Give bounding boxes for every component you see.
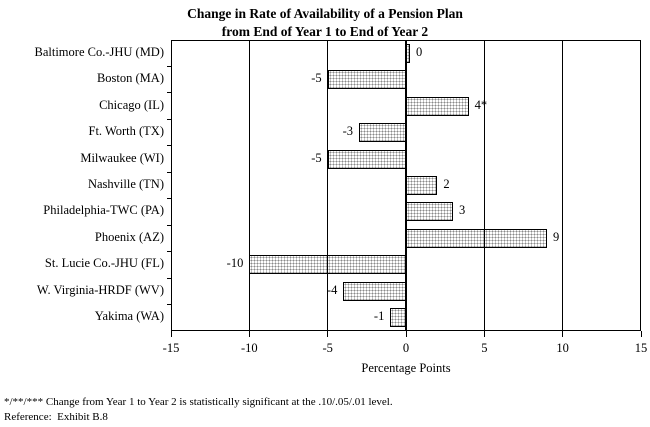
x-tick-label: -10 <box>240 341 258 355</box>
x-tick-label: 0 <box>402 341 410 355</box>
y-axis-tick <box>167 198 171 200</box>
bar-value-label: -1 <box>373 309 385 324</box>
gridline <box>562 40 564 331</box>
chart-title-line1: Change in Rate of Availability of a Pens… <box>187 6 463 21</box>
x-axis-tick <box>327 331 329 337</box>
zero-axis-line <box>405 40 407 331</box>
bar-value-label: 2 <box>443 177 450 191</box>
bar-Nashville (TN) <box>406 176 438 195</box>
bar-value-label: 9 <box>553 229 560 244</box>
bar-value-label: -5 <box>311 150 322 165</box>
y-axis-tick <box>167 92 171 94</box>
y-axis-tick <box>167 251 171 253</box>
y-axis-tick <box>167 118 171 120</box>
x-tick-label: 5 <box>481 341 488 355</box>
x-axis-tick <box>562 331 564 337</box>
bar-Philadelphia-TWC (PA) <box>406 202 453 222</box>
category-label: Philadelphia-TWC (PA) <box>43 203 164 218</box>
bar-Boston (MA) <box>327 70 406 90</box>
bar-Chicago (IL) <box>406 96 469 116</box>
y-axis-tick <box>167 145 171 147</box>
y-axis-tick <box>167 171 171 173</box>
x-axis-tick <box>405 331 407 337</box>
x-axis-tick <box>640 331 642 337</box>
bar-value-label: -4 <box>326 282 338 297</box>
bar-W. Virginia-HRDF (WV) <box>343 281 406 301</box>
bar-value-label: 0 <box>416 44 423 59</box>
footnote-significance: */**/*** Change from Year 1 to Year 2 is… <box>4 396 393 408</box>
category-label: Milwaukee (WI) <box>80 150 164 165</box>
gridline <box>248 40 250 331</box>
category-label: St. Lucie Co.-JHU (FL) <box>44 256 164 271</box>
bar-value-label: 4* <box>474 97 488 112</box>
y-axis-tick <box>167 277 171 279</box>
bar-Ft. Worth (TX) <box>359 123 406 143</box>
gridline <box>483 40 485 331</box>
category-label: Ft. Worth (TX) <box>88 124 165 139</box>
category-label: Nashville (TN) <box>87 177 164 191</box>
x-axis-title: Percentage Points <box>361 361 451 375</box>
bar-Phoenix (AZ) <box>406 228 547 248</box>
x-tick-label: 15 <box>634 341 648 355</box>
x-tick-label: 10 <box>556 341 569 355</box>
bar-value-label: -5 <box>311 71 322 86</box>
x-axis-tick <box>248 331 250 337</box>
category-label: Yakima (WA) <box>94 309 164 324</box>
category-label: W. Virginia-HRDF (WV) <box>36 282 164 297</box>
x-tick-label: -5 <box>322 341 333 355</box>
category-label: Phoenix (AZ) <box>94 229 164 244</box>
bar-Milwaukee (WI) <box>327 149 406 169</box>
chart-title-line2: from End of Year 1 to End of Year 2 <box>221 24 429 39</box>
x-tick-label: -15 <box>162 341 180 355</box>
category-label: Baltimore Co.-JHU (MD) <box>34 44 165 59</box>
bar-value-label: -3 <box>342 124 353 139</box>
category-label: Boston (MA) <box>96 71 164 86</box>
x-axis-tick <box>483 331 485 337</box>
category-label: Chicago (IL) <box>99 97 164 112</box>
x-axis-tick <box>170 331 172 337</box>
y-axis-tick <box>167 65 171 67</box>
bar-value-label: 3 <box>459 203 466 218</box>
gridline <box>327 40 329 331</box>
y-axis-tick <box>167 304 171 306</box>
y-axis-tick <box>167 224 171 226</box>
bar-Yakima (WA) <box>390 308 406 328</box>
bar-value-label: -10 <box>226 256 244 271</box>
footnote-reference: Reference: Exhibit B.8 <box>4 411 108 423</box>
